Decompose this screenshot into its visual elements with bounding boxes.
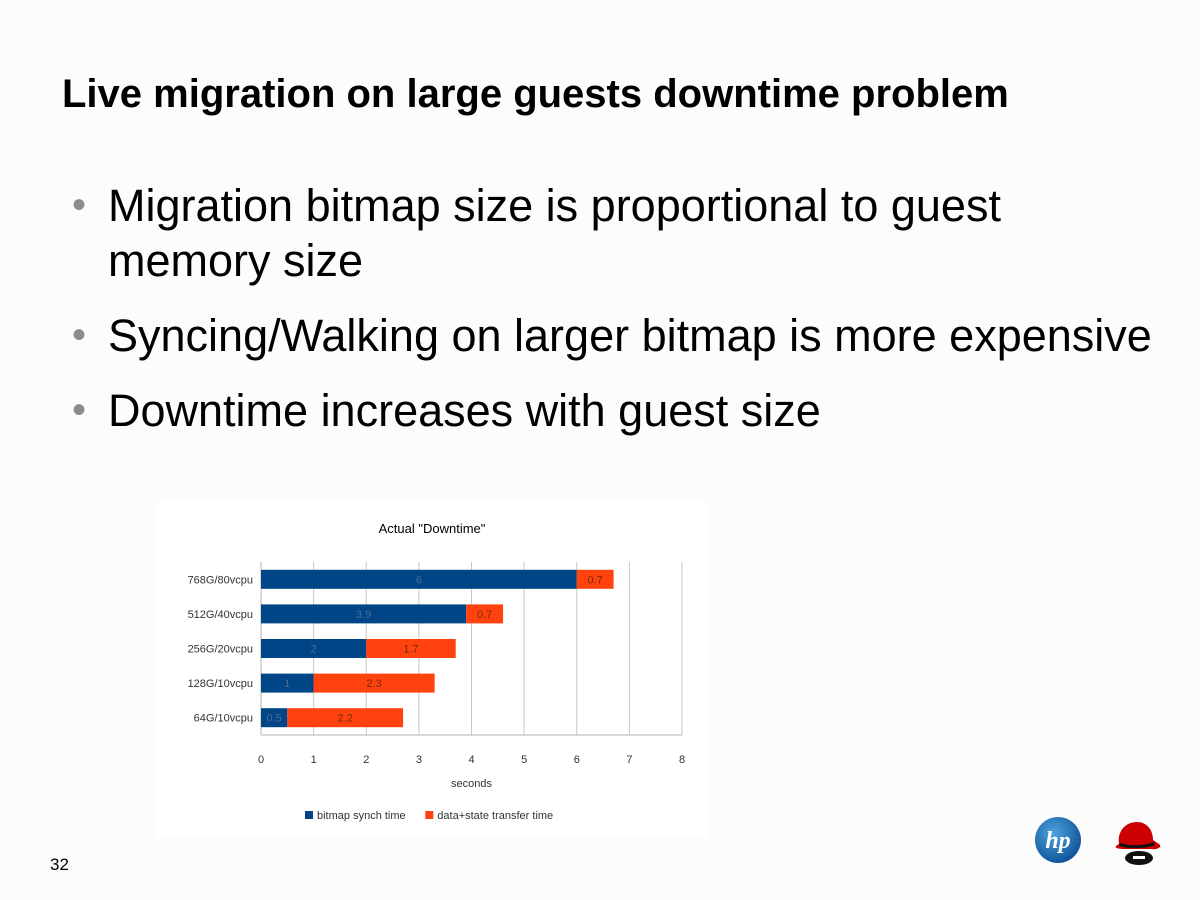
bullet-icon: •: [72, 183, 87, 227]
legend-swatch: [305, 811, 313, 819]
hp-logo: hp: [1033, 815, 1083, 870]
data-label: 3.9: [356, 609, 371, 621]
x-tick-label: 8: [679, 754, 685, 766]
redhat-logo-mouth: [1133, 856, 1145, 859]
data-label: 2.3: [366, 678, 381, 690]
bar-segment: [287, 708, 404, 728]
bar-segment: [261, 639, 367, 658]
bullet-text: Downtime increases with guest size: [108, 385, 821, 436]
legend-swatch: [425, 811, 434, 819]
bar-segment: [366, 639, 456, 658]
redhat-logo-band: [1119, 842, 1155, 849]
data-label: 1.7: [403, 644, 418, 656]
data-label: 0.7: [477, 609, 492, 621]
bullet-text: Syncing/Walking on larger bitmap is more…: [108, 310, 1152, 361]
data-label: 1: [284, 678, 290, 690]
y-tick-label: 256G/20vcpu: [188, 644, 253, 656]
y-tick-label: 512G/40vcpu: [188, 609, 253, 621]
bar-segment: [261, 673, 314, 693]
bullet-item: • Downtime increases with guest size: [72, 383, 1152, 438]
x-tick-label: 1: [311, 754, 317, 766]
downtime-chart: Actual "Downtime" 0 1 2 3 4 5 6 7 8 seconds 768G/80…: [157, 500, 707, 838]
chart-title: Actual "Downtime": [379, 521, 486, 536]
x-tick-label: 3: [416, 754, 422, 766]
bar-segment: [261, 708, 288, 728]
bullet-icon: •: [72, 388, 87, 432]
bullet-text: Migration bitmap size is proportional to…: [108, 180, 1001, 286]
bar-segment: [466, 604, 504, 624]
data-label: 2: [311, 644, 317, 656]
data-label: 0.5: [267, 713, 282, 725]
bar-segment: [261, 604, 467, 624]
chart-svg: Actual "Downtime" 0 1 2 3 4 5 6 7 8 seconds 768G/80…: [188, 521, 686, 822]
x-tick-label: 5: [521, 754, 527, 766]
data-label: 0.7: [588, 574, 603, 586]
bullet-icon: •: [72, 313, 87, 357]
bullet-item: • Syncing/Walking on larger bitmap is mo…: [72, 308, 1152, 363]
bar-segment: [313, 673, 435, 693]
x-axis-label: seconds: [451, 778, 492, 790]
redhat-logo: [1105, 814, 1169, 873]
bar-segment: [261, 569, 577, 589]
slide-title: Live migration on large guests downtime …: [62, 72, 1009, 116]
y-tick-label: 128G/10vcpu: [188, 678, 253, 690]
bullet-list: • Migration bitmap size is proportional …: [72, 178, 1152, 458]
x-tick-label: 7: [626, 754, 632, 766]
hp-logo-text: hp: [1045, 828, 1070, 854]
data-label: 6: [416, 574, 422, 586]
legend-label: data+state transfer time: [437, 810, 553, 822]
redhat-logo-hat: [1115, 822, 1161, 850]
hp-logo-circle: [1035, 817, 1081, 863]
x-tick-label: 6: [574, 754, 580, 766]
y-tick-label: 768G/80vcpu: [188, 574, 253, 586]
x-tick-label: 4: [468, 754, 474, 766]
x-tick-label: 2: [363, 754, 369, 766]
page-number: 32: [50, 855, 69, 874]
bar-segment: [576, 569, 614, 589]
x-tick-label: 0: [258, 754, 264, 766]
bullet-item: • Migration bitmap size is proportional …: [72, 178, 1152, 288]
data-label: 2.2: [338, 713, 353, 725]
legend-label: bitmap synch time: [317, 810, 406, 822]
y-tick-label: 64G/10vcpu: [194, 713, 253, 725]
